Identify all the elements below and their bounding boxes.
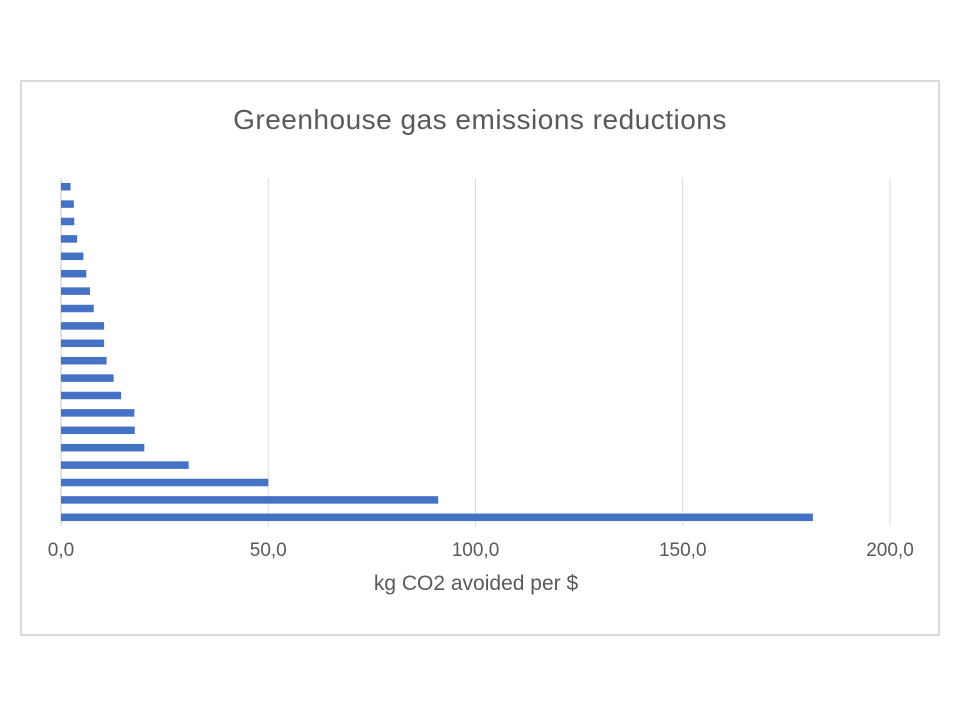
plot-area: [60, 178, 891, 526]
x-tick-label: 0,0: [47, 540, 75, 561]
bar: [61, 252, 84, 261]
bar: [61, 182, 71, 191]
x-tick-label: 100,0: [451, 540, 500, 561]
bar: [61, 217, 75, 226]
bar: [61, 200, 74, 208]
bar: [61, 287, 91, 295]
bar: [61, 322, 105, 330]
bar: [61, 478, 269, 487]
x-tick-label: 200,0: [866, 540, 914, 561]
bar: [61, 496, 439, 504]
bar: [61, 374, 114, 382]
x-tick-label: 50,0: [249, 540, 287, 561]
x-tick-label: 150,0: [658, 540, 707, 561]
bar: [61, 443, 145, 452]
chart-area: Greenhouse gas emissions reductions kg C…: [20, 80, 940, 636]
bar: [61, 513, 813, 522]
bar: [61, 304, 94, 313]
bar: [61, 461, 189, 469]
bar: [61, 235, 78, 243]
chart-title: Greenhouse gas emissions reductions: [233, 104, 727, 135]
bar: [61, 356, 107, 365]
bar: [61, 339, 105, 348]
bar: [61, 426, 135, 435]
x-axis-title: kg CO2 avoided per $: [373, 572, 579, 595]
bar: [61, 391, 122, 400]
bar: [61, 409, 135, 417]
bar: [61, 269, 87, 278]
